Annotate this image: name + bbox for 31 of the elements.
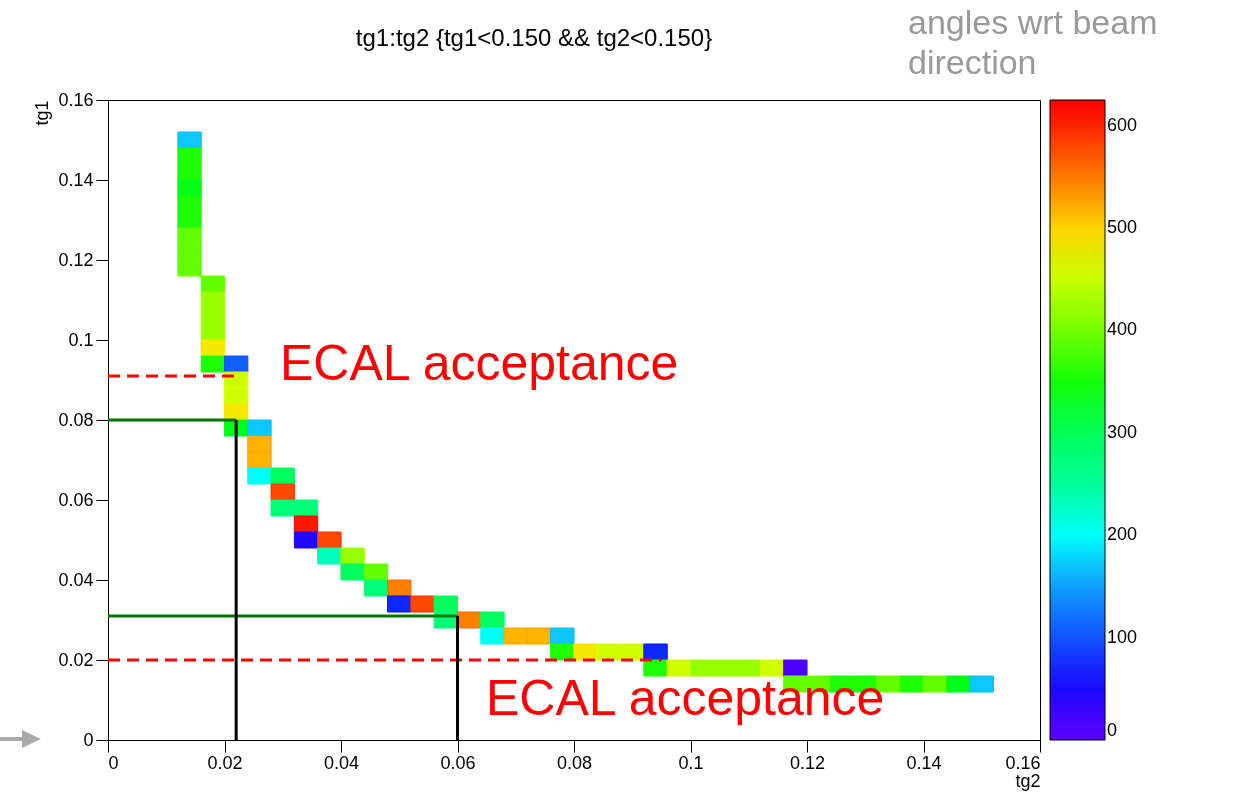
x-tick-label: 0.16	[1005, 752, 1041, 773]
color-bar-label: 400	[1107, 319, 1138, 340]
y-axis-title: tg1	[32, 100, 53, 126]
y-tick-label: 0.04	[58, 569, 94, 590]
color-bar-label: 600	[1107, 114, 1138, 135]
y-tick-label: 0.1	[68, 329, 94, 350]
y-tick-label: 0.02	[58, 649, 94, 670]
x-tick-label: 0.14	[906, 752, 942, 773]
y-tick-label: 0.12	[58, 249, 94, 270]
color-bar-label: 500	[1107, 217, 1138, 237]
annotation: ECAL acceptance	[486, 670, 885, 726]
color-bar-label: 100	[1107, 626, 1138, 647]
y-tick-label: 0.08	[58, 409, 94, 430]
y-tick-label: 0.14	[58, 169, 94, 190]
color-bar-label: 300	[1107, 421, 1138, 442]
x-tick-label: 0.04	[323, 752, 360, 773]
y-tick-label: 0.16	[58, 89, 94, 110]
color-bar-label: 0	[1107, 720, 1118, 740]
annotation: ECAL acceptance	[280, 335, 679, 391]
color-bar-label: 200	[1107, 524, 1138, 545]
text: angles wrt beam direction	[908, 2, 1159, 82]
x-tick-label: 0.02	[207, 752, 243, 773]
x-tick-label: 0.12	[789, 752, 826, 773]
x-tick-label: 0.08	[556, 752, 593, 773]
x-tick-label: 0.1	[678, 752, 704, 773]
x-tick-label: 0	[108, 752, 119, 773]
x-tick-label: 0.06	[440, 752, 476, 773]
y-tick-label: 0.06	[58, 489, 94, 510]
y-tick-label: 0	[83, 729, 94, 750]
chart-title: tg1:tg2 {tg1<0.150 && tg2<0.150}	[355, 24, 713, 51]
x-axis-title: tg2	[1015, 770, 1041, 791]
